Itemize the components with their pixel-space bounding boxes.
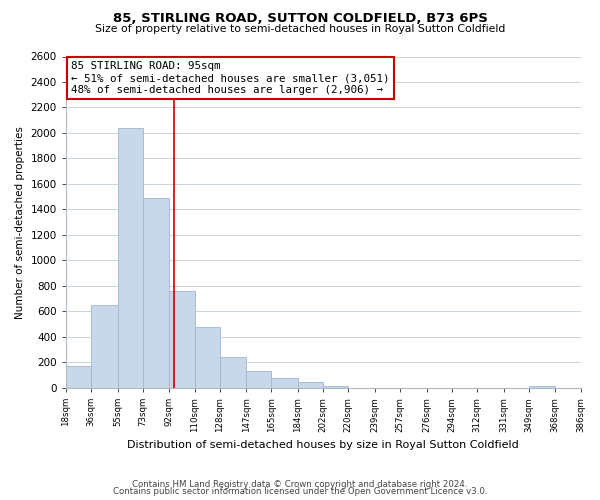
X-axis label: Distribution of semi-detached houses by size in Royal Sutton Coldfield: Distribution of semi-detached houses by … bbox=[127, 440, 519, 450]
Bar bbox=[169, 291, 194, 388]
Bar bbox=[91, 305, 118, 388]
Text: Size of property relative to semi-detached houses in Royal Sutton Coldfield: Size of property relative to semi-detach… bbox=[95, 24, 505, 34]
Bar bbox=[323, 386, 349, 388]
Bar bbox=[118, 128, 143, 388]
Bar bbox=[143, 198, 169, 388]
Bar bbox=[66, 366, 91, 388]
Bar bbox=[194, 326, 220, 388]
Text: 85, STIRLING ROAD, SUTTON COLDFIELD, B73 6PS: 85, STIRLING ROAD, SUTTON COLDFIELD, B73… bbox=[113, 12, 487, 26]
Bar bbox=[298, 382, 323, 388]
Text: Contains HM Land Registry data © Crown copyright and database right 2024.: Contains HM Land Registry data © Crown c… bbox=[132, 480, 468, 489]
Bar bbox=[271, 378, 298, 388]
Text: Contains public sector information licensed under the Open Government Licence v3: Contains public sector information licen… bbox=[113, 487, 487, 496]
Bar bbox=[246, 371, 271, 388]
Text: 85 STIRLING ROAD: 95sqm
← 51% of semi-detached houses are smaller (3,051)
48% of: 85 STIRLING ROAD: 95sqm ← 51% of semi-de… bbox=[71, 62, 389, 94]
Bar bbox=[529, 386, 556, 388]
Bar bbox=[220, 356, 246, 388]
Y-axis label: Number of semi-detached properties: Number of semi-detached properties bbox=[15, 126, 25, 318]
